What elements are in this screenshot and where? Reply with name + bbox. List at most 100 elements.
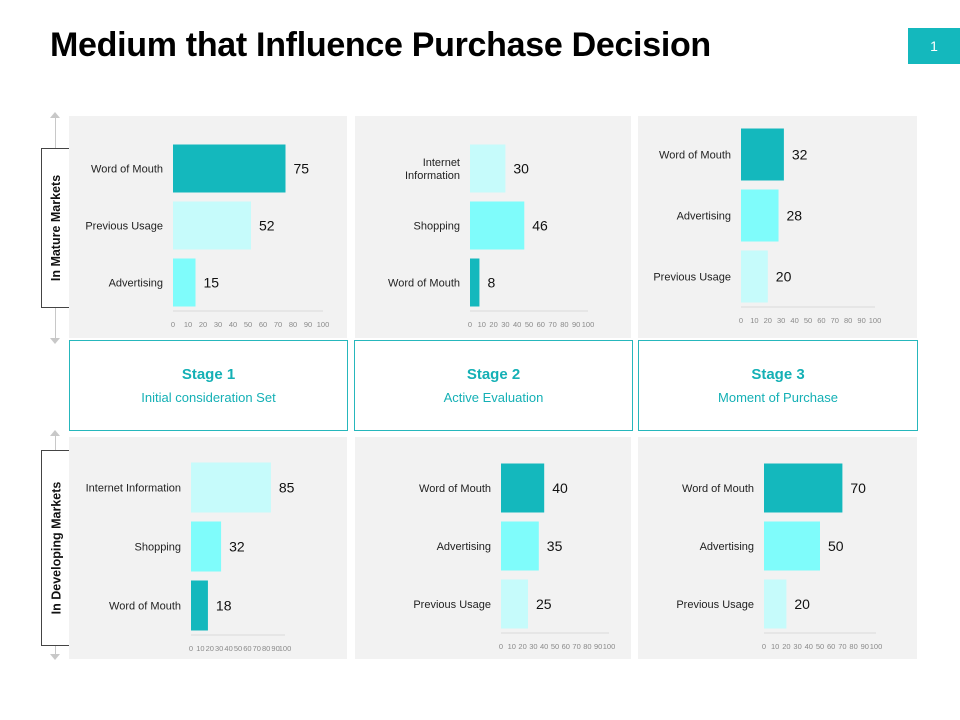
tick-label: 60: [537, 320, 545, 329]
data-label: 46: [532, 218, 548, 234]
page-number-badge: 1: [908, 28, 960, 64]
row-label-developing: In Developing Markets: [49, 481, 63, 615]
tick-label: 20: [764, 316, 772, 325]
arrow-up-icon: [50, 430, 60, 436]
bar: [191, 521, 222, 572]
tick-label: 80: [289, 320, 297, 329]
tick-label: 30: [214, 320, 222, 329]
bar-chart-developing-stage3: Word of Mouth 70 Advertising 50 Previous Usa…: [676, 463, 882, 651]
stage-card-3: Stage 3 Moment of Purchase: [638, 340, 918, 431]
tick-label: 40: [540, 642, 548, 651]
bar: [470, 258, 480, 307]
stage-title: Stage 2: [466, 366, 521, 383]
data-label: 28: [787, 208, 803, 224]
tick-label: 80: [849, 642, 857, 651]
tick-label: 40: [229, 320, 237, 329]
tick-label: 0: [499, 642, 503, 651]
tick-label: 20: [199, 320, 207, 329]
tick-label: 90: [304, 320, 312, 329]
data-label: 18: [216, 598, 232, 614]
tick-label: 90: [594, 642, 602, 651]
bar: [501, 463, 545, 513]
tick-label: 50: [816, 642, 824, 651]
data-label: 35: [547, 538, 563, 554]
category-label: Previous Usage: [413, 599, 491, 611]
tick-label: 70: [253, 644, 261, 653]
stage-title: Stage 3: [751, 366, 805, 383]
data-label: 15: [204, 275, 220, 291]
tick-label: 10: [750, 316, 758, 325]
tick-label: 10: [184, 320, 192, 329]
tick-label: 100: [603, 642, 616, 651]
tick-label: 20: [206, 644, 214, 653]
tick-label: 70: [838, 642, 846, 651]
bar-chart-mature-stage2: Internet Information 30 Shopping 46 Word of M…: [388, 144, 594, 329]
category-label: Previous Usage: [653, 272, 731, 284]
bar: [470, 201, 525, 250]
tick-label: 60: [259, 320, 267, 329]
tick-label: 10: [508, 642, 516, 651]
tick-label: 50: [525, 320, 533, 329]
bar: [741, 250, 768, 303]
tick-label: 0: [171, 320, 175, 329]
stage-card-1: Stage 1 Initial consideration Set: [69, 340, 348, 431]
row-marker-developing: In Developing Markets: [41, 430, 71, 660]
tick-label: 60: [243, 644, 251, 653]
bar-chart-developing-stage2: Word of Mouth 40 Advertising 35 Previous Usa…: [413, 463, 616, 651]
tick-label: 10: [771, 642, 779, 651]
tick-label: 90: [857, 316, 865, 325]
data-label: 25: [536, 596, 552, 612]
tick-label: 60: [562, 642, 570, 651]
tick-label: 60: [827, 642, 835, 651]
bar: [191, 580, 208, 631]
tick-label: 90: [572, 320, 580, 329]
data-label: 32: [792, 147, 808, 163]
bar: [173, 144, 286, 193]
category-label: Word of Mouth: [419, 483, 491, 495]
data-label: 70: [850, 480, 866, 496]
tick-label: 50: [804, 316, 812, 325]
tick-label: 30: [777, 316, 785, 325]
bar-chart-mature-stage3: Word of Mouth 32 Advertising 28 Previous Usa…: [653, 128, 882, 325]
tick-label: 80: [560, 320, 568, 329]
category-label: Word of Mouth: [109, 601, 181, 613]
arrow-down-icon: [50, 654, 60, 660]
data-label: 32: [229, 539, 245, 555]
bar: [764, 463, 843, 513]
bar: [173, 201, 251, 250]
tick-label: 30: [501, 320, 509, 329]
stage-title: Stage 1: [181, 366, 236, 383]
category-label: Shopping: [135, 542, 182, 554]
bar: [764, 521, 820, 571]
tick-label: 10: [196, 644, 204, 653]
category-label: Word of Mouth: [659, 150, 731, 162]
category-label: Previous Usage: [676, 599, 754, 611]
chart-panel-mature-stage1: Word of Mouth 75 Previous Usage 52 Advertisi…: [69, 116, 347, 338]
tick-label: 100: [869, 316, 882, 325]
category-label: Advertising: [437, 541, 491, 553]
chart-panel-developing-stage1: Internet Information 85 Shopping 32 Word of …: [69, 437, 347, 659]
tick-label: 30: [529, 642, 537, 651]
data-label: 8: [487, 275, 495, 291]
category-label: Advertising: [700, 541, 754, 553]
tick-label: 40: [805, 642, 813, 651]
tick-label: 0: [189, 644, 193, 653]
data-label: 52: [259, 218, 275, 234]
bar: [501, 579, 528, 629]
category-label: Internet Information: [405, 157, 460, 182]
tick-label: 40: [790, 316, 798, 325]
chart-panel-developing-stage2: Word of Mouth 40 Advertising 35 Previous Usa…: [355, 437, 631, 659]
row-marker-mature: In Mature Markets: [41, 112, 71, 344]
tick-label: 90: [271, 644, 279, 653]
bar: [501, 521, 539, 571]
chart-panel-mature-stage3: Word of Mouth 32 Advertising 28 Previous Usa…: [638, 116, 917, 338]
stage-card-2: Stage 2 Active Evaluation: [354, 340, 633, 431]
data-label: 40: [552, 480, 568, 496]
stage-subtitle: Initial consideration Set: [141, 390, 276, 405]
data-label: 85: [279, 480, 295, 496]
tick-label: 80: [844, 316, 852, 325]
tick-label: 20: [489, 320, 497, 329]
bar: [741, 128, 784, 181]
arrow-up-icon: [50, 112, 60, 118]
tick-label: 30: [793, 642, 801, 651]
